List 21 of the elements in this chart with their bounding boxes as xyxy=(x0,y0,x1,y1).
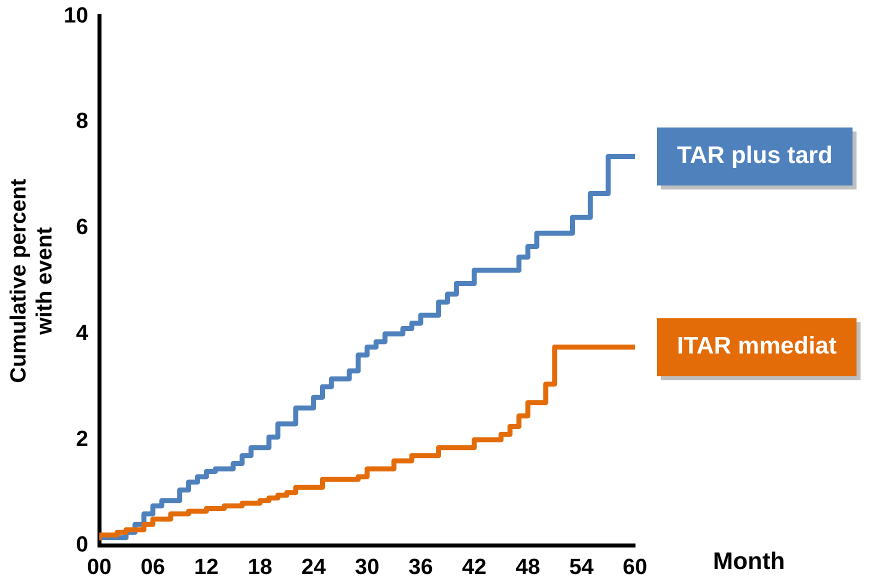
x-tick-label: 48 xyxy=(516,554,540,579)
y-tick-label: 2 xyxy=(76,426,88,451)
y-tick-label: 8 xyxy=(76,108,88,134)
y-axis-title: Cumulative percent with event xyxy=(5,178,57,383)
x-tick-label: 30 xyxy=(354,554,380,579)
x-tick-label: 00 xyxy=(87,554,112,579)
x-tick-label: 24 xyxy=(301,554,327,579)
y-tick-label: 6 xyxy=(76,214,88,240)
x-tick-label: 06 xyxy=(140,554,166,579)
x-tick-label: 54 xyxy=(569,554,594,579)
x-tick-label: 36 xyxy=(408,554,433,579)
series-label: TAR plus tard xyxy=(677,142,833,170)
x-tick-label: 12 xyxy=(194,554,219,579)
x-tick-label: 42 xyxy=(462,554,487,579)
x-tick-label: 60 xyxy=(622,554,648,579)
y-tick-label: 4 xyxy=(76,320,90,345)
x-tick-label: 18 xyxy=(248,554,272,579)
x-axis-title: Month xyxy=(713,548,785,576)
y-tick-label: 10 xyxy=(64,2,88,28)
y-tick-label: 0 xyxy=(76,532,88,557)
series-label: ITAR mmediat xyxy=(677,332,837,360)
